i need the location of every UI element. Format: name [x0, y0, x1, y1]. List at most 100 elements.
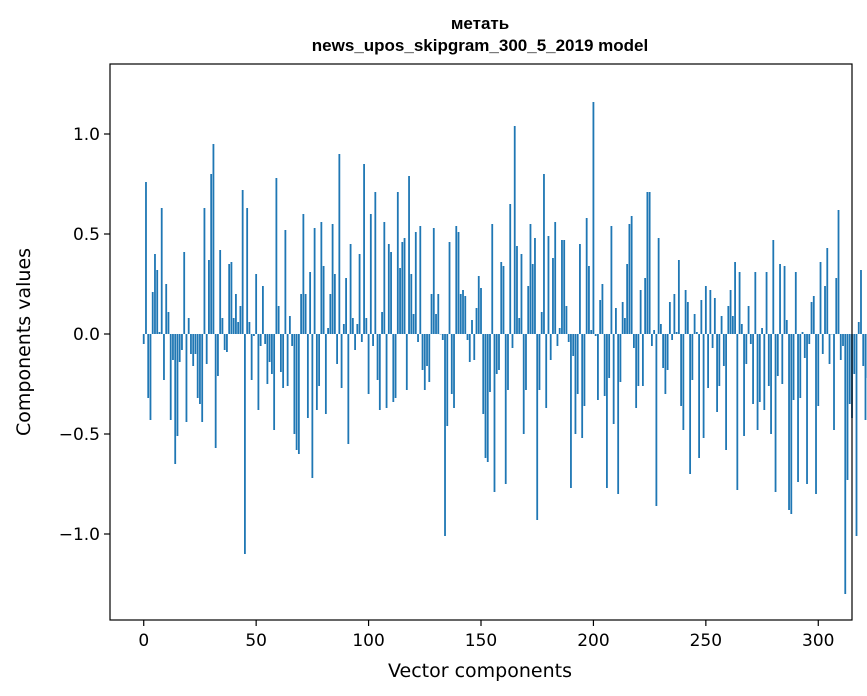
- bar-221: [639, 290, 642, 334]
- bar-192: [574, 334, 577, 434]
- bar-114: [399, 268, 401, 334]
- bar-41: [235, 294, 237, 334]
- bar-74: [309, 272, 312, 334]
- bar-275: [761, 328, 763, 334]
- bar-67: [293, 334, 296, 434]
- bar-19: [185, 334, 188, 422]
- bar-302: [821, 334, 824, 354]
- bar-112: [394, 334, 397, 398]
- bar-94: [354, 334, 356, 350]
- bar-47: [248, 322, 251, 334]
- bar-58: [273, 334, 276, 430]
- bar-7: [158, 332, 161, 334]
- bar-86: [336, 334, 338, 364]
- bar-59: [275, 178, 278, 334]
- bar-84: [331, 224, 334, 334]
- bar-126: [426, 334, 428, 366]
- chart-title-line1: метать: [451, 14, 509, 33]
- bar-272: [754, 272, 757, 334]
- bar-129: [432, 228, 435, 334]
- bar-321: [864, 334, 867, 420]
- bar-62: [282, 334, 285, 388]
- x-tick-label: 150: [465, 631, 497, 651]
- bar-137: [450, 334, 453, 394]
- y-axis-ticks: −1.0 −0.5 0.0 0.5 1.0: [59, 125, 110, 545]
- bar-255: [716, 334, 718, 412]
- bar-203: [599, 300, 602, 334]
- bar-147: [473, 334, 476, 360]
- bar-170: [525, 334, 527, 390]
- bar-116: [403, 238, 406, 334]
- bar-51: [257, 334, 260, 410]
- bar-252: [709, 290, 712, 334]
- bar-205: [603, 334, 606, 396]
- bar-309: [837, 210, 840, 334]
- bar-120: [412, 314, 415, 334]
- bar-78: [318, 334, 321, 386]
- bar-247: [698, 334, 700, 458]
- bar-96: [358, 254, 361, 334]
- bar-22: [192, 334, 195, 366]
- bar-70: [300, 294, 303, 334]
- bar-131: [437, 294, 440, 334]
- bar-193: [576, 334, 579, 394]
- bar-310: [839, 334, 842, 360]
- bar-214: [624, 318, 626, 334]
- bar-184: [556, 334, 559, 346]
- bar-266: [740, 324, 743, 334]
- bar-240: [682, 334, 685, 430]
- bar-207: [608, 334, 611, 378]
- bar-163: [509, 204, 512, 334]
- bar-241: [684, 290, 687, 334]
- bar-261: [729, 290, 732, 334]
- bar-181: [549, 334, 552, 360]
- bar-250: [704, 286, 707, 334]
- bar-101: [369, 214, 372, 334]
- bar-270: [749, 334, 752, 344]
- bar-142: [462, 290, 464, 334]
- bar-36: [223, 334, 226, 350]
- bar-46: [246, 208, 249, 334]
- bar-32: [214, 334, 217, 448]
- bar-71: [302, 214, 305, 334]
- bar-277: [765, 272, 768, 334]
- bar-237: [675, 332, 678, 334]
- bar-61: [279, 334, 282, 372]
- bar-166: [516, 246, 518, 334]
- bar-227: [653, 330, 656, 334]
- bar-308: [835, 278, 838, 334]
- bar-231: [662, 334, 665, 368]
- bar-68: [295, 334, 298, 450]
- bar-300: [817, 334, 820, 406]
- bar-93: [351, 318, 354, 334]
- bar-285: [783, 266, 786, 334]
- bar-314: [848, 334, 851, 404]
- bar-239: [680, 334, 683, 406]
- bar-317: [855, 334, 858, 536]
- bar-35: [221, 318, 224, 334]
- bar-75: [311, 334, 314, 478]
- bar-233: [666, 334, 669, 370]
- bar-72: [304, 294, 307, 334]
- bar-162: [507, 334, 509, 390]
- bar-6: [156, 270, 159, 334]
- x-tick-label: 50: [245, 631, 267, 651]
- bar-73: [306, 334, 309, 418]
- bar-258: [722, 334, 725, 366]
- bar-189: [567, 334, 570, 342]
- bar-286: [785, 320, 788, 334]
- x-tick-label: 200: [577, 631, 609, 651]
- bar-111: [392, 334, 395, 402]
- bar-249: [702, 334, 705, 438]
- bar-2: [147, 334, 150, 398]
- bar-226: [650, 334, 653, 346]
- bar-169: [522, 334, 525, 434]
- bar-253: [711, 334, 714, 348]
- chart-title-line2: news_upos_skipgram_300_5_2019 model: [312, 36, 648, 55]
- bar-283: [779, 264, 781, 334]
- bar-8: [160, 208, 163, 334]
- bar-103: [374, 192, 377, 334]
- bar-152: [484, 334, 487, 458]
- bar-63: [284, 230, 287, 334]
- bar-305: [828, 334, 831, 364]
